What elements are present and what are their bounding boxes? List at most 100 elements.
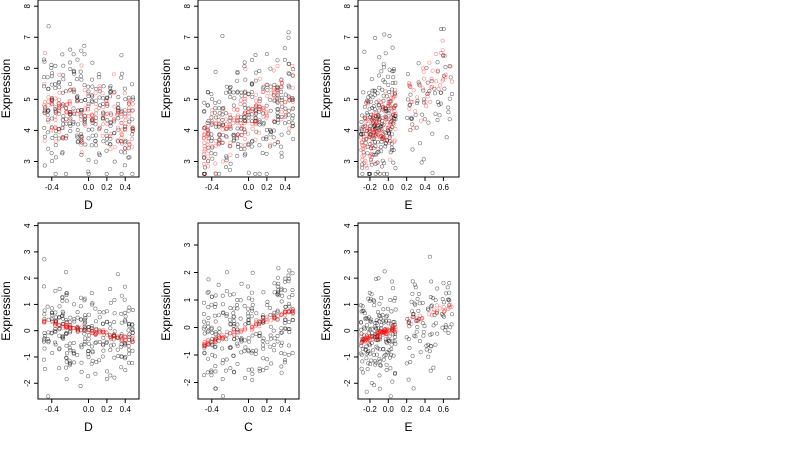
- red-point: [415, 95, 420, 100]
- black-point: [290, 67, 295, 72]
- black-point: [210, 97, 215, 102]
- plot-frame: [357, 222, 460, 400]
- black-point: [374, 276, 379, 281]
- black-point: [224, 357, 229, 362]
- black-point: [127, 334, 132, 339]
- black-point: [42, 346, 47, 351]
- red-point: [101, 330, 106, 335]
- black-point: [446, 303, 451, 308]
- x-axis-title: E: [404, 420, 412, 434]
- red-point: [101, 329, 106, 334]
- black-point: [213, 369, 218, 374]
- red-point: [383, 114, 388, 119]
- black-point: [90, 121, 95, 126]
- black-point: [373, 126, 378, 131]
- red-point: [127, 114, 132, 119]
- black-point: [275, 308, 280, 313]
- black-point: [213, 336, 218, 341]
- red-point: [202, 131, 207, 136]
- red-point: [421, 76, 426, 81]
- red-point: [376, 330, 381, 335]
- black-point: [111, 342, 116, 347]
- black-point: [209, 92, 214, 97]
- black-point: [108, 373, 113, 378]
- black-point: [75, 326, 80, 331]
- black-point: [89, 344, 94, 349]
- red-point: [94, 331, 99, 336]
- red-point: [210, 107, 215, 112]
- black-point: [378, 316, 383, 321]
- black-point: [359, 131, 364, 136]
- black-point: [227, 118, 232, 123]
- black-point: [250, 371, 255, 376]
- black-point: [41, 57, 46, 62]
- black-point: [108, 89, 113, 94]
- red-point: [221, 334, 226, 339]
- red-point: [235, 107, 240, 112]
- black-point: [265, 303, 270, 308]
- black-point: [221, 358, 226, 363]
- black-point: [367, 127, 372, 132]
- black-point: [427, 349, 432, 354]
- black-point: [279, 154, 284, 159]
- black-point: [383, 108, 388, 113]
- black-point: [361, 333, 366, 338]
- black-point: [64, 121, 69, 126]
- black-point: [371, 104, 376, 109]
- black-point: [220, 361, 225, 366]
- black-point: [235, 306, 240, 311]
- black-point: [379, 69, 384, 74]
- red-point: [384, 331, 389, 336]
- red-point: [370, 336, 375, 341]
- black-point: [387, 348, 392, 353]
- red-point: [365, 335, 370, 340]
- black-point: [387, 67, 392, 72]
- red-point: [272, 315, 277, 320]
- red-point: [111, 332, 116, 337]
- black-point: [228, 321, 233, 326]
- red-point: [82, 88, 87, 93]
- x-tick-label: 0.0: [83, 405, 95, 414]
- black-point: [46, 330, 51, 335]
- red-point: [205, 131, 210, 136]
- black-point: [212, 110, 217, 115]
- black-point: [413, 302, 418, 307]
- red-point: [97, 127, 102, 132]
- black-point: [243, 322, 248, 327]
- y-tick-label: -1: [343, 353, 352, 361]
- black-point: [250, 57, 255, 62]
- red-point: [61, 325, 66, 330]
- red-point: [359, 125, 364, 130]
- red-point: [227, 112, 232, 117]
- red-point: [50, 319, 55, 324]
- red-point: [79, 150, 84, 155]
- black-point: [119, 311, 124, 316]
- red-point: [391, 119, 396, 124]
- red-point: [90, 117, 95, 122]
- black-point: [223, 368, 228, 373]
- black-point: [72, 360, 77, 365]
- red-point: [260, 106, 265, 111]
- red-point: [75, 328, 80, 333]
- black-point: [97, 75, 102, 80]
- red-point: [108, 334, 113, 339]
- black-point: [217, 111, 222, 116]
- red-point: [363, 117, 368, 122]
- red-point: [431, 307, 436, 312]
- black-point: [286, 279, 291, 284]
- black-point: [257, 122, 262, 127]
- black-point: [242, 60, 247, 65]
- red-point: [433, 79, 438, 84]
- black-point: [286, 120, 291, 125]
- red-point: [374, 129, 379, 134]
- black-point: [209, 115, 214, 120]
- black-point: [82, 52, 87, 57]
- red-point: [90, 119, 95, 124]
- black-point: [373, 144, 378, 149]
- red-point: [364, 166, 369, 171]
- black-point: [381, 318, 386, 323]
- black-point: [392, 90, 397, 95]
- red-point: [434, 51, 439, 56]
- black-point: [410, 147, 415, 152]
- black-point: [379, 164, 384, 169]
